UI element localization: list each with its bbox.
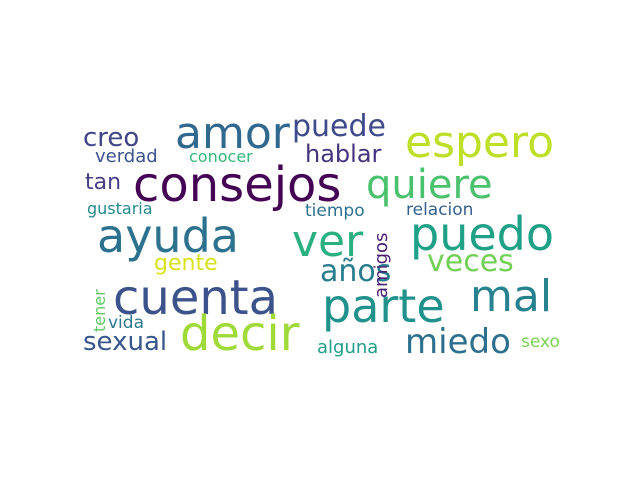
word-gente: gente [154, 251, 218, 276]
word-tener: tener [90, 289, 109, 332]
word-conocer: conocer [189, 147, 253, 166]
word-parte: parte [322, 279, 445, 333]
word-espero: espero [405, 117, 555, 168]
word-cuenta: cuenta [113, 270, 278, 326]
word-veces: veces [427, 244, 514, 279]
word-mal: mal [470, 271, 553, 322]
word-consejos: consejos [133, 157, 342, 213]
word-sexo: sexo [521, 332, 560, 352]
word-miedo: miedo [405, 322, 511, 362]
word-amigos: amigos [371, 232, 392, 298]
word-decir: decir [180, 306, 300, 362]
word-gustaria: gustaria [87, 199, 153, 218]
word-ver: ver [292, 216, 364, 267]
word-puedo: puedo [410, 207, 554, 261]
word-verdad: verdad [95, 146, 158, 167]
word-tiempo: tiempo [305, 201, 365, 221]
word-creo: creo [83, 123, 140, 153]
word-hablar: hablar [305, 140, 382, 168]
word-ayuda: ayuda [97, 209, 239, 263]
word-vida: vida [108, 313, 144, 333]
word-tan: tan [85, 170, 122, 195]
wordcloud-area: consejos cuenta amor ayuda decir parte puedo ve… [80, 111, 574, 369]
word-años: años [320, 254, 392, 289]
word-quiere: quiere [366, 162, 493, 208]
word-alguna: alguna [317, 337, 379, 358]
word-amor: amor [175, 108, 290, 159]
word-puede: puede [292, 109, 387, 144]
word-sexual: sexual [83, 327, 168, 357]
word-relacion: relacion [406, 200, 474, 220]
